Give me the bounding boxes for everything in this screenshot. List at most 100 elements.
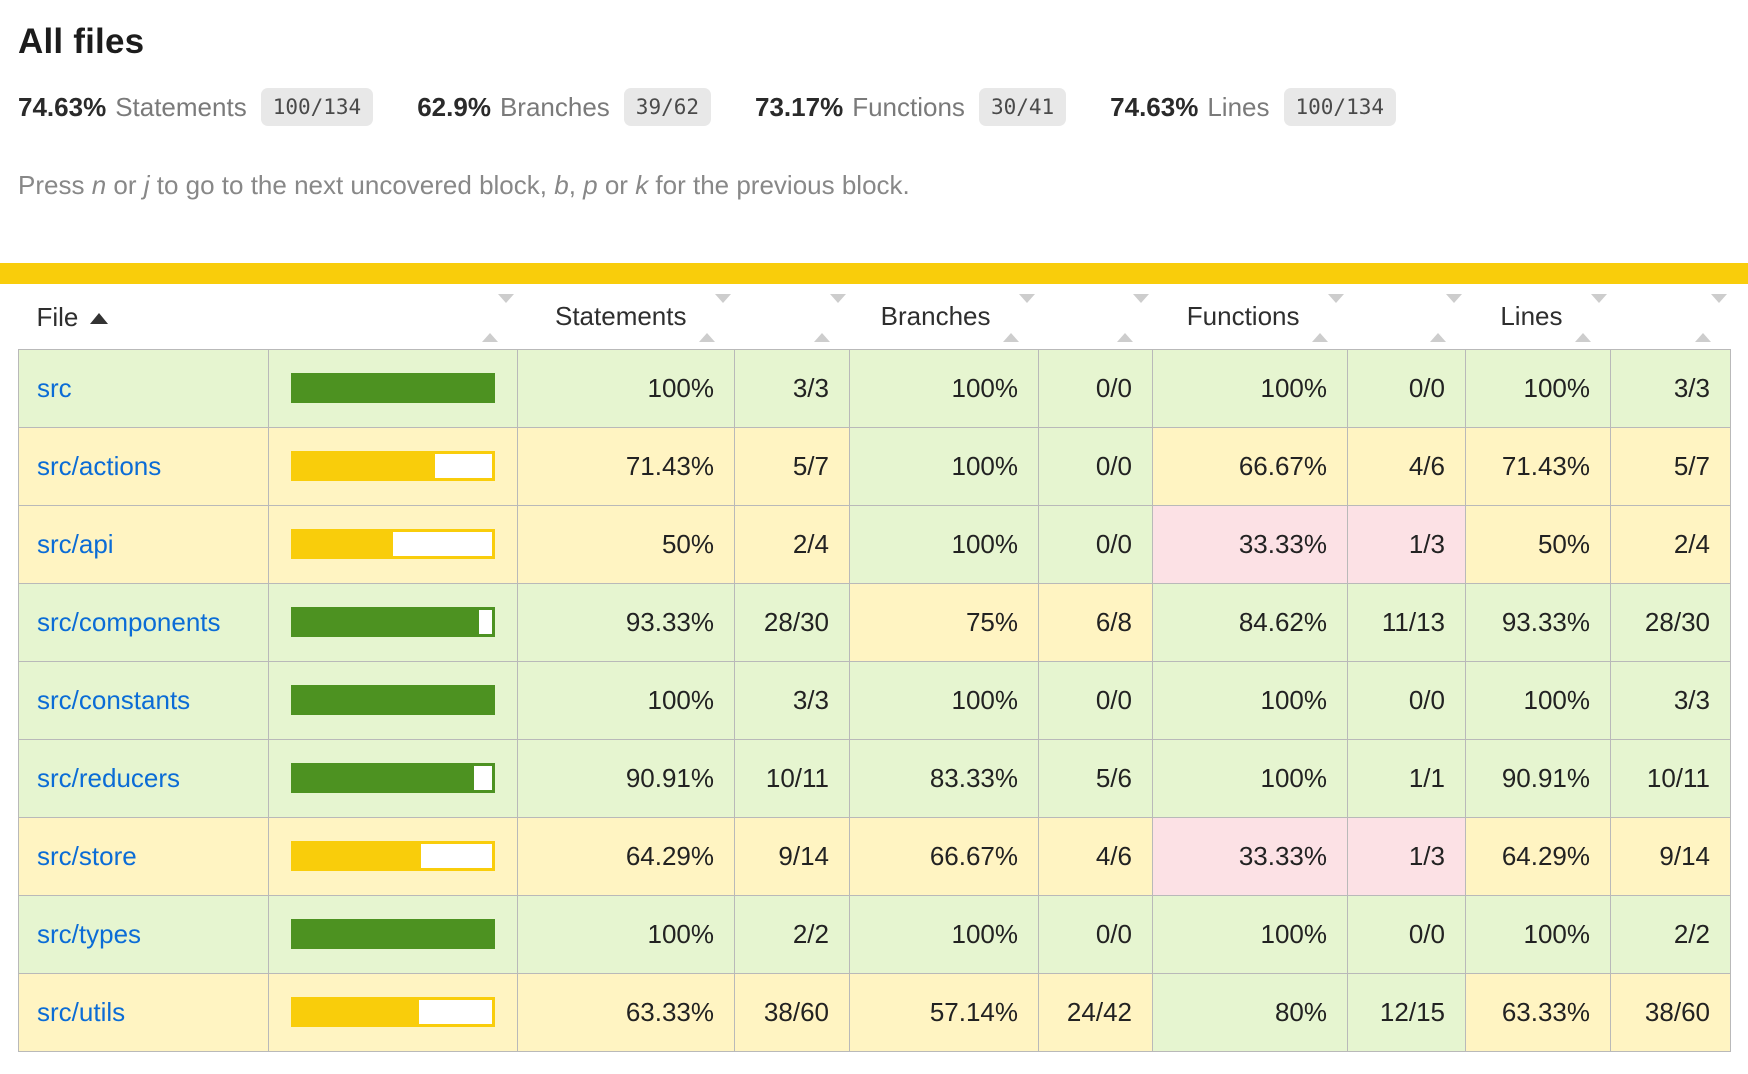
column-header-lines[interactable]: Lines <box>1465 284 1611 350</box>
keyboard-hint: Press n or j to go to the next uncovered… <box>18 170 1730 201</box>
functions-ratio-cell: 4/6 <box>1347 426 1466 506</box>
functions-pct: 73.17% <box>755 91 844 122</box>
sort-toggle-icon[interactable] <box>1116 293 1149 342</box>
branches-pct-cell: 75% <box>849 582 1039 662</box>
lines-ratio-cell: 5/7 <box>1610 426 1731 506</box>
file-link[interactable]: src/api <box>37 528 114 559</box>
table-row: src/api 50% 2/4 100% 0/0 33.33% 1/3 50% 2/4 <box>18 504 1731 584</box>
branches-ratio-cell: 0/0 <box>1038 504 1153 584</box>
file-link[interactable]: src/utils <box>37 996 126 1027</box>
sort-toggle-icon[interactable] <box>1429 293 1462 342</box>
sort-toggle-icon[interactable] <box>481 293 514 342</box>
column-header-pic[interactable] <box>268 284 518 350</box>
statements-pct-cell: 93.33% <box>517 582 735 662</box>
coverage-bar-fill <box>294 532 393 557</box>
coverage-bar-cell <box>268 348 518 428</box>
coverage-bar-cell <box>268 816 518 896</box>
column-header-file[interactable]: File <box>18 284 269 350</box>
table-row: src/actions 71.43% 5/7 100% 0/0 66.67% 4/6 71.4… <box>18 426 1731 506</box>
statements-ratio-cell: 3/3 <box>734 348 850 428</box>
branches-ratio-cell: 0/0 <box>1038 660 1153 740</box>
coverage-bar-fill <box>294 610 479 635</box>
coverage-bar-fill <box>294 844 422 869</box>
sort-arrow-up-icon[interactable] <box>90 313 109 325</box>
coverage-bar <box>291 685 495 716</box>
coverage-bar-cell <box>268 426 518 506</box>
functions-ratio-cell: 1/3 <box>1347 504 1466 584</box>
file-link[interactable]: src/reducers <box>37 762 181 793</box>
table-row: src/types 100% 2/2 100% 0/0 100% 0/0 100% 2/2 <box>18 894 1731 974</box>
sort-toggle-icon[interactable] <box>1311 293 1344 342</box>
column-label: Lines <box>1500 301 1563 331</box>
branches-pct-cell: 66.67% <box>849 816 1039 896</box>
coverage-bar-cell <box>268 894 518 974</box>
stat-statements: 74.63% Statements 100/134 <box>18 88 374 126</box>
column-header-branches_abs[interactable] <box>1038 284 1153 350</box>
key-k: k <box>635 170 649 200</box>
file-link[interactable]: src/actions <box>37 450 162 481</box>
lines-ratio-cell: 3/3 <box>1610 660 1731 740</box>
sort-toggle-icon[interactable] <box>1574 293 1607 342</box>
file-cell: src <box>18 348 269 428</box>
functions-pct-cell: 80% <box>1152 972 1348 1052</box>
file-link[interactable]: src/types <box>37 918 142 949</box>
lines-pct-cell: 100% <box>1465 894 1611 974</box>
coverage-bar <box>291 763 495 794</box>
column-header-statements[interactable]: Statements <box>517 284 735 350</box>
coverage-bar-fill <box>294 454 436 479</box>
hint-text: to go to the next uncovered block, <box>149 170 555 200</box>
coverage-bar-fill <box>294 376 492 401</box>
functions-ratio-cell: 1/1 <box>1347 738 1466 818</box>
column-header-branches[interactable]: Branches <box>849 284 1039 350</box>
sort-toggle-icon[interactable] <box>1002 293 1035 342</box>
branches-pct-cell: 100% <box>849 894 1039 974</box>
stat-branches: 62.9% Branches 39/62 <box>417 88 712 126</box>
lines-pct-cell: 63.33% <box>1465 972 1611 1052</box>
column-label: Branches <box>880 301 991 331</box>
file-cell: src/types <box>18 894 269 974</box>
file-link[interactable]: src/constants <box>37 684 191 715</box>
table-row: src/store 64.29% 9/14 66.67% 4/6 33.33% 1/3 64.… <box>18 816 1731 896</box>
sort-toggle-icon[interactable] <box>1694 293 1727 342</box>
coverage-bar <box>291 841 495 872</box>
statements-ratio-cell: 10/11 <box>734 738 850 818</box>
branches-pct-cell: 100% <box>849 660 1039 740</box>
statements-label: Statements <box>115 91 247 122</box>
statements-pct-cell: 100% <box>517 660 735 740</box>
table-row: src/constants 100% 3/3 100% 0/0 100% 0/0 100% 3/… <box>18 660 1731 740</box>
statements-pct-cell: 100% <box>517 894 735 974</box>
file-link[interactable]: src/components <box>37 606 221 637</box>
key-b: b <box>554 170 569 200</box>
functions-ratio-cell: 0/0 <box>1347 894 1466 974</box>
table-row: src/utils 63.33% 38/60 57.14% 24/42 80% 12/15 6… <box>18 972 1731 1052</box>
branches-pct-cell: 100% <box>849 426 1039 506</box>
lines-ratio-cell: 2/2 <box>1610 894 1731 974</box>
branches-pct: 62.9% <box>417 91 491 122</box>
file-cell: src/actions <box>18 426 269 506</box>
sort-toggle-icon[interactable] <box>813 293 846 342</box>
column-header-statements_abs[interactable] <box>734 284 850 350</box>
coverage-bar <box>291 451 495 482</box>
statements-ratio-cell: 2/4 <box>734 504 850 584</box>
coverage-bar <box>291 373 495 404</box>
branches-ratio-cell: 5/6 <box>1038 738 1153 818</box>
lines-ratio-cell: 3/3 <box>1610 348 1731 428</box>
sort-toggle-icon[interactable] <box>698 293 731 342</box>
file-link[interactable]: src <box>37 372 72 403</box>
branches-label: Branches <box>499 91 610 122</box>
column-header-functions[interactable]: Functions <box>1152 284 1348 350</box>
lines-pct-cell: 71.43% <box>1465 426 1611 506</box>
functions-label: Functions <box>852 91 965 122</box>
statements-pct-cell: 63.33% <box>517 972 735 1052</box>
table-header-row: File Statements Branches Functions Lines <box>18 284 1731 350</box>
functions-pct-cell: 100% <box>1152 348 1348 428</box>
column-header-lines_abs[interactable] <box>1610 284 1731 350</box>
statements-ratio-cell: 5/7 <box>734 426 850 506</box>
file-link[interactable]: src/store <box>37 840 137 871</box>
stat-lines: 74.63% Lines 100/134 <box>1110 88 1397 126</box>
coverage-summary: 74.63% Statements 100/134 62.9% Branches… <box>18 88 1730 126</box>
lines-ratio-cell: 2/4 <box>1610 504 1731 584</box>
column-header-functions_abs[interactable] <box>1347 284 1466 350</box>
statements-pct: 74.63% <box>18 91 107 122</box>
lines-ratio-badge: 100/134 <box>1283 88 1397 126</box>
